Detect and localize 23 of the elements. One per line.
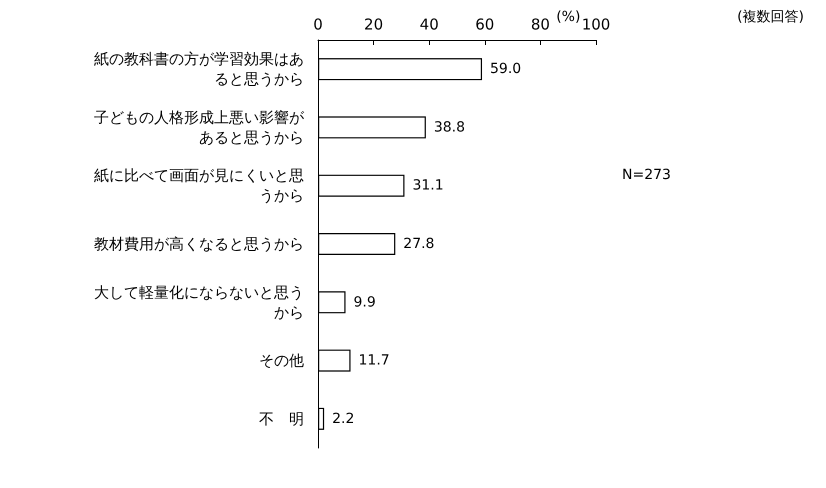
y-tick-label: 教材費用が高くなると思うから <box>94 235 304 253</box>
data-label: 27.8 <box>403 236 434 252</box>
y-tick-label: 紙の教科書の方が学習効果はあると思うから <box>94 50 304 88</box>
data-label: 38.8 <box>434 119 466 136</box>
y-tick-label: 大して軽量化にならないと思うから <box>94 283 304 322</box>
x-tick-label: 80 <box>530 16 550 34</box>
text: N=273 <box>622 167 671 183</box>
data-label: 2.2 <box>332 410 354 427</box>
data-label: 59.0 <box>490 61 522 78</box>
x-tick-label: 40 <box>420 16 439 34</box>
data-label: 31.1 <box>412 178 444 194</box>
y-tick-label: 紙に比べて画面が見にくいと思うから <box>94 166 304 205</box>
data-label: 11.7 <box>358 352 390 369</box>
x-axis-title: (%) <box>556 9 580 25</box>
x-tick-label: 20 <box>364 16 384 34</box>
data-label: 9.9 <box>354 294 376 310</box>
y-tick-label: 子どもの人格形成上悪い影響があると思うから <box>94 108 305 146</box>
text: (複数回答) <box>737 9 804 25</box>
y-tick-label: その他 <box>259 352 304 370</box>
x-tick-label: 0 <box>313 16 323 34</box>
x-tick-label: 100 <box>582 16 610 34</box>
y-tick-label: 不 明 <box>259 410 304 428</box>
x-tick-label: 60 <box>475 16 494 34</box>
